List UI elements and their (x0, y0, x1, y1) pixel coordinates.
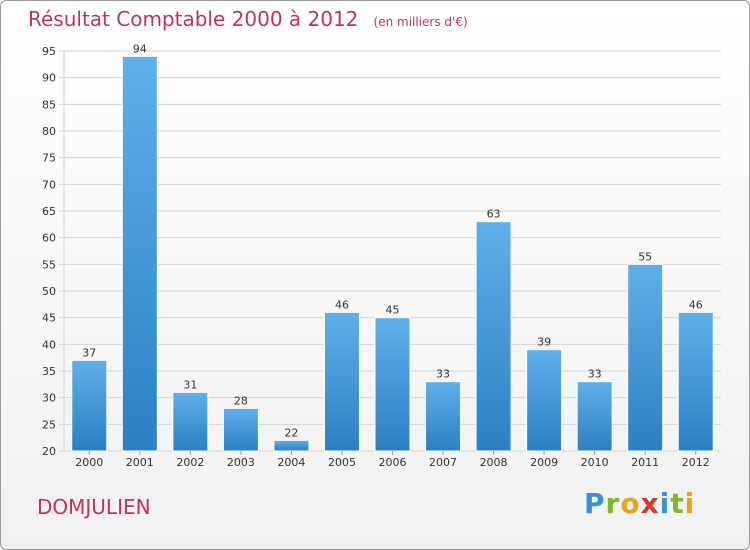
y-tick-label: 45 (42, 312, 56, 325)
logo-letter: i (684, 487, 696, 520)
x-tick-label: 2009 (530, 456, 558, 469)
y-axis: 20 25 30 35 40 45 50 55 60 65 70 75 80 85 90 95 (42, 45, 56, 458)
bar (323, 311, 360, 452)
logo-letter: t (670, 487, 685, 520)
y-tick-label: 55 (42, 258, 56, 271)
x-tick-label: 2007 (429, 456, 457, 469)
data-label: 94 (133, 42, 147, 55)
chart-title: Résultat Comptable 2000 à 2012 (28, 7, 359, 31)
chart-subtitle: (en milliers d'€) (373, 15, 468, 29)
bar (273, 439, 310, 452)
y-tick-label: 20 (42, 445, 56, 458)
data-label: 55 (638, 250, 652, 263)
proxiti-logo[interactable]: Proxiti (584, 487, 695, 520)
y-tick-label: 35 (42, 365, 56, 378)
place-name: DOMJULIEN (37, 495, 151, 519)
y-tick-label: 80 (42, 125, 56, 138)
x-tick-label: 2010 (581, 456, 609, 469)
y-tick-label: 25 (42, 418, 56, 431)
y-tick-label: 30 (42, 392, 56, 405)
data-label: 46 (335, 298, 349, 311)
x-tick-label: 2001 (126, 456, 154, 469)
data-label: 46 (689, 298, 703, 311)
data-label: 45 (386, 304, 400, 317)
y-tick-label: 60 (42, 232, 56, 245)
y-tick-label: 40 (42, 338, 56, 351)
x-tick-label: 2011 (631, 456, 659, 469)
x-tick-label: 2005 (328, 456, 356, 469)
data-label: 63 (487, 208, 501, 221)
x-axis: 2000 2001 2002 2003 2004 2005 2006 2007 2008 2009… (75, 451, 710, 469)
data-label: 37 (82, 346, 96, 359)
data-labels: 37 94 31 28 22 46 45 33 63 39 33 55 46 (82, 42, 702, 439)
x-tick-label: 2006 (379, 456, 407, 469)
bars (71, 55, 714, 452)
x-tick-label: 2003 (227, 456, 255, 469)
x-tick-label: 2000 (75, 456, 103, 469)
bar (425, 381, 462, 452)
x-tick-label: 2012 (682, 456, 710, 469)
bar (121, 55, 158, 452)
x-tick-label: 2002 (176, 456, 204, 469)
y-tick-label: 95 (42, 45, 56, 58)
logo-letter: i (659, 487, 671, 520)
bar (526, 349, 563, 452)
bar (172, 391, 209, 452)
x-tick-label: 2004 (277, 456, 305, 469)
bar (475, 221, 512, 452)
y-tick-label: 75 (42, 152, 56, 165)
y-tick-label: 70 (42, 178, 56, 191)
data-label: 31 (183, 378, 197, 391)
bar (374, 317, 411, 452)
data-label: 22 (284, 426, 298, 439)
logo-letter: P (584, 487, 606, 520)
data-label: 33 (588, 368, 602, 381)
y-tick-label: 50 (42, 285, 56, 298)
data-label: 33 (436, 368, 450, 381)
bar (627, 263, 664, 452)
logo-letter: o (620, 487, 641, 520)
bar (576, 381, 613, 452)
y-tick-label: 65 (42, 205, 56, 218)
y-tick-label: 90 (42, 72, 56, 85)
y-tick-label: 85 (42, 98, 56, 111)
logo-letter: x (640, 487, 660, 520)
logo-letter: r (605, 487, 621, 520)
x-tick-label: 2008 (480, 456, 508, 469)
data-label: 28 (234, 394, 248, 407)
data-label: 39 (537, 336, 551, 349)
bar (222, 407, 259, 452)
bar (677, 311, 714, 452)
bar (71, 359, 108, 452)
title-row: Résultat Comptable 2000 à 2012 (en milli… (28, 7, 468, 31)
